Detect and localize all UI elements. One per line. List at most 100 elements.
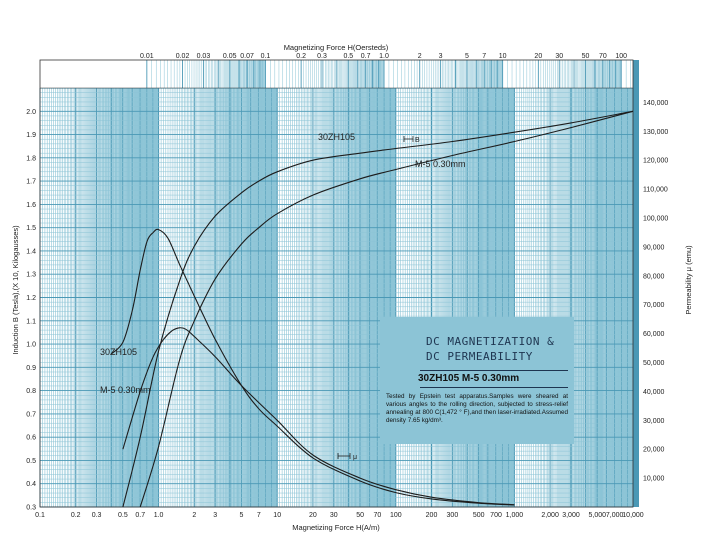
x-tick-label-top: 0.03 bbox=[197, 53, 211, 60]
chart-grid bbox=[39, 59, 639, 508]
right-axis-band bbox=[633, 60, 639, 507]
x-tick-label-top: 0.01 bbox=[140, 53, 154, 60]
curve-label-b-30zh105: 30ZH105 bbox=[318, 132, 355, 142]
x-tick-label-top: 10 bbox=[499, 53, 507, 60]
x-tick-label-bottom: 3,000 bbox=[562, 512, 580, 519]
x-tick-label-top: 50 bbox=[582, 53, 590, 60]
y-tick-label-right: 20,000 bbox=[643, 447, 665, 454]
info-description: Tested by Epstein test apparatus.Samples… bbox=[386, 393, 568, 424]
info-divider-top bbox=[420, 370, 568, 371]
y-tick-label-left: 0.6 bbox=[26, 435, 36, 442]
y-tick-label-right: 60,000 bbox=[643, 331, 665, 338]
info-box: DC MAGNETIZATION & DC PERMEABILITY 30ZH1… bbox=[380, 317, 574, 444]
x-tick-label-bottom: 2,000 bbox=[541, 512, 559, 519]
y-tick-label-right: 100,000 bbox=[643, 216, 668, 223]
x-tick-label-top: 0.02 bbox=[176, 53, 190, 60]
x-tick-label-bottom: 7,000 bbox=[606, 512, 624, 519]
plot-frame bbox=[39, 59, 634, 508]
x-tick-label-bottom: 0.1 bbox=[35, 512, 45, 519]
y-tick-label-left: 0.7 bbox=[26, 411, 36, 418]
x-tick-label-bottom: 200 bbox=[426, 512, 438, 519]
y-tick-label-right: 130,000 bbox=[643, 129, 668, 136]
x-tick-label-bottom: 1,000 bbox=[506, 512, 524, 519]
info-divider-bottom bbox=[420, 387, 568, 388]
y-tick-label-right: 50,000 bbox=[643, 360, 665, 367]
x-tick-label-top: 100 bbox=[615, 53, 627, 60]
y-tick-label-left: 1.5 bbox=[26, 225, 36, 232]
chart-ticks: 0.1 0.2 0.3 0.5 0.7 1.0 2 3 5 7 10 20 30 50 70 100 200 30… bbox=[26, 53, 668, 519]
x-tick-label-bottom: 0.7 bbox=[135, 512, 145, 519]
x-tick-label-bottom: 7 bbox=[257, 512, 261, 519]
y-tick-label-right: 30,000 bbox=[643, 418, 665, 425]
y-tick-label-right: 120,000 bbox=[643, 158, 668, 165]
y-tick-label-right: 40,000 bbox=[643, 389, 665, 396]
x-tick-label-top: 70 bbox=[599, 53, 607, 60]
x-tick-label-top: 0.2 bbox=[296, 53, 306, 60]
y-tick-label-left: 2.0 bbox=[26, 109, 36, 116]
x-tick-label-bottom: 10,000 bbox=[622, 512, 644, 519]
x-tick-label-bottom: 5,000 bbox=[589, 512, 607, 519]
x-tick-label-top: 3 bbox=[439, 53, 443, 60]
y-tick-label-left: 0.8 bbox=[26, 388, 36, 395]
x-tick-label-bottom: 30 bbox=[330, 512, 338, 519]
y-tick-label-right: 70,000 bbox=[643, 302, 665, 309]
x-tick-label-bottom: 700 bbox=[490, 512, 502, 519]
y-tick-label-left: 0.9 bbox=[26, 365, 36, 372]
x-tick-label-top: 0.7 bbox=[361, 53, 371, 60]
y-axis-right-title: Permeability μ (emu) bbox=[684, 245, 693, 315]
x-tick-label-bottom: 0.2 bbox=[71, 512, 81, 519]
x-tick-label-top: 2 bbox=[418, 53, 422, 60]
x-tick-label-top: 0.3 bbox=[317, 53, 327, 60]
y-tick-label-left: 1.0 bbox=[26, 342, 36, 349]
curve-label-b-m5: M-5 0.30mm bbox=[415, 159, 466, 169]
x-tick-label-top: 0.1 bbox=[261, 53, 271, 60]
y-tick-label-left: 1.3 bbox=[26, 272, 36, 279]
x-tick-label-top: 0.5 bbox=[343, 53, 353, 60]
y-tick-label-left: 0.3 bbox=[26, 505, 36, 512]
x-axis-bottom-title: Magnetizing Force H(A/m) bbox=[292, 523, 380, 532]
series-line-b-m-5-0-30mm bbox=[139, 110, 634, 508]
x-tick-label-top: 0.07 bbox=[240, 53, 254, 60]
annotation-b-symbol: B bbox=[415, 137, 420, 144]
x-tick-label-bottom: 300 bbox=[447, 512, 459, 519]
x-tick-label-bottom: 3 bbox=[213, 512, 217, 519]
info-title-line2: DC PERMEABILITY bbox=[426, 350, 533, 363]
x-tick-label-top: 7 bbox=[482, 53, 486, 60]
series-line-mu-30zh105 bbox=[111, 228, 515, 506]
x-tick-label-bottom: 5 bbox=[240, 512, 244, 519]
x-tick-label-bottom: 20 bbox=[309, 512, 317, 519]
y-tick-label-left: 1.9 bbox=[26, 132, 36, 139]
y-tick-label-right: 10,000 bbox=[643, 476, 665, 483]
y-tick-label-right: 110,000 bbox=[643, 187, 668, 194]
curve-label-mu-30zh105: 30ZH105 bbox=[100, 347, 137, 357]
x-tick-label-bottom: 100 bbox=[390, 512, 402, 519]
info-title-line1: DC MAGNETIZATION & bbox=[426, 335, 555, 348]
y-tick-label-left: 1.1 bbox=[26, 318, 36, 325]
y-tick-label-left: 0.5 bbox=[26, 458, 36, 465]
x-tick-label-top: 30 bbox=[555, 53, 563, 60]
y-tick-label-left: 1.6 bbox=[26, 202, 36, 209]
x-tick-label-bottom: 500 bbox=[473, 512, 485, 519]
y-tick-label-left: 0.4 bbox=[26, 481, 36, 488]
chart-curves bbox=[111, 110, 634, 508]
series-line-mu-m-5-0-30mm bbox=[122, 327, 515, 506]
y-tick-label-left: 1.4 bbox=[26, 248, 36, 255]
x-axis-top-title: Magnetizing Force H(Oersteds) bbox=[284, 43, 389, 52]
series-line-b-30zh105 bbox=[122, 110, 634, 508]
y-tick-label-right: 80,000 bbox=[643, 273, 665, 280]
y-axis-left-title: Induction B (Tesla),(X 10, Kilogausses) bbox=[11, 225, 20, 355]
x-tick-label-top: 0.05 bbox=[223, 53, 237, 60]
x-tick-label-top: 5 bbox=[465, 53, 469, 60]
info-subtitle: 30ZH105 M-5 0.30mm bbox=[418, 373, 520, 384]
annotation-mu-symbol: μ bbox=[353, 454, 357, 461]
x-tick-label-bottom: 0.5 bbox=[118, 512, 128, 519]
x-tick-label-bottom: 2 bbox=[192, 512, 196, 519]
x-tick-label-bottom: 70 bbox=[374, 512, 382, 519]
y-tick-label-right: 140,000 bbox=[643, 100, 668, 107]
x-tick-label-top: 20 bbox=[534, 53, 542, 60]
y-tick-label-right: 90,000 bbox=[643, 244, 665, 251]
x-tick-label-bottom: 10 bbox=[273, 512, 281, 519]
x-tick-label-top: 1.0 bbox=[379, 53, 389, 60]
x-tick-label-bottom: 1.0 bbox=[154, 512, 164, 519]
